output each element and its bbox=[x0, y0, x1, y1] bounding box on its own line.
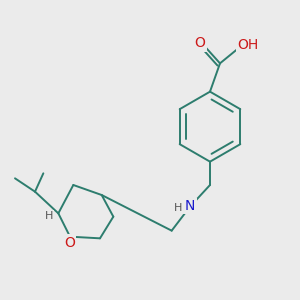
Text: H: H bbox=[174, 203, 182, 213]
Text: N: N bbox=[185, 199, 195, 213]
Text: OH: OH bbox=[237, 38, 258, 52]
Text: O: O bbox=[195, 36, 206, 50]
Text: H: H bbox=[45, 211, 53, 221]
Text: O: O bbox=[64, 236, 75, 250]
